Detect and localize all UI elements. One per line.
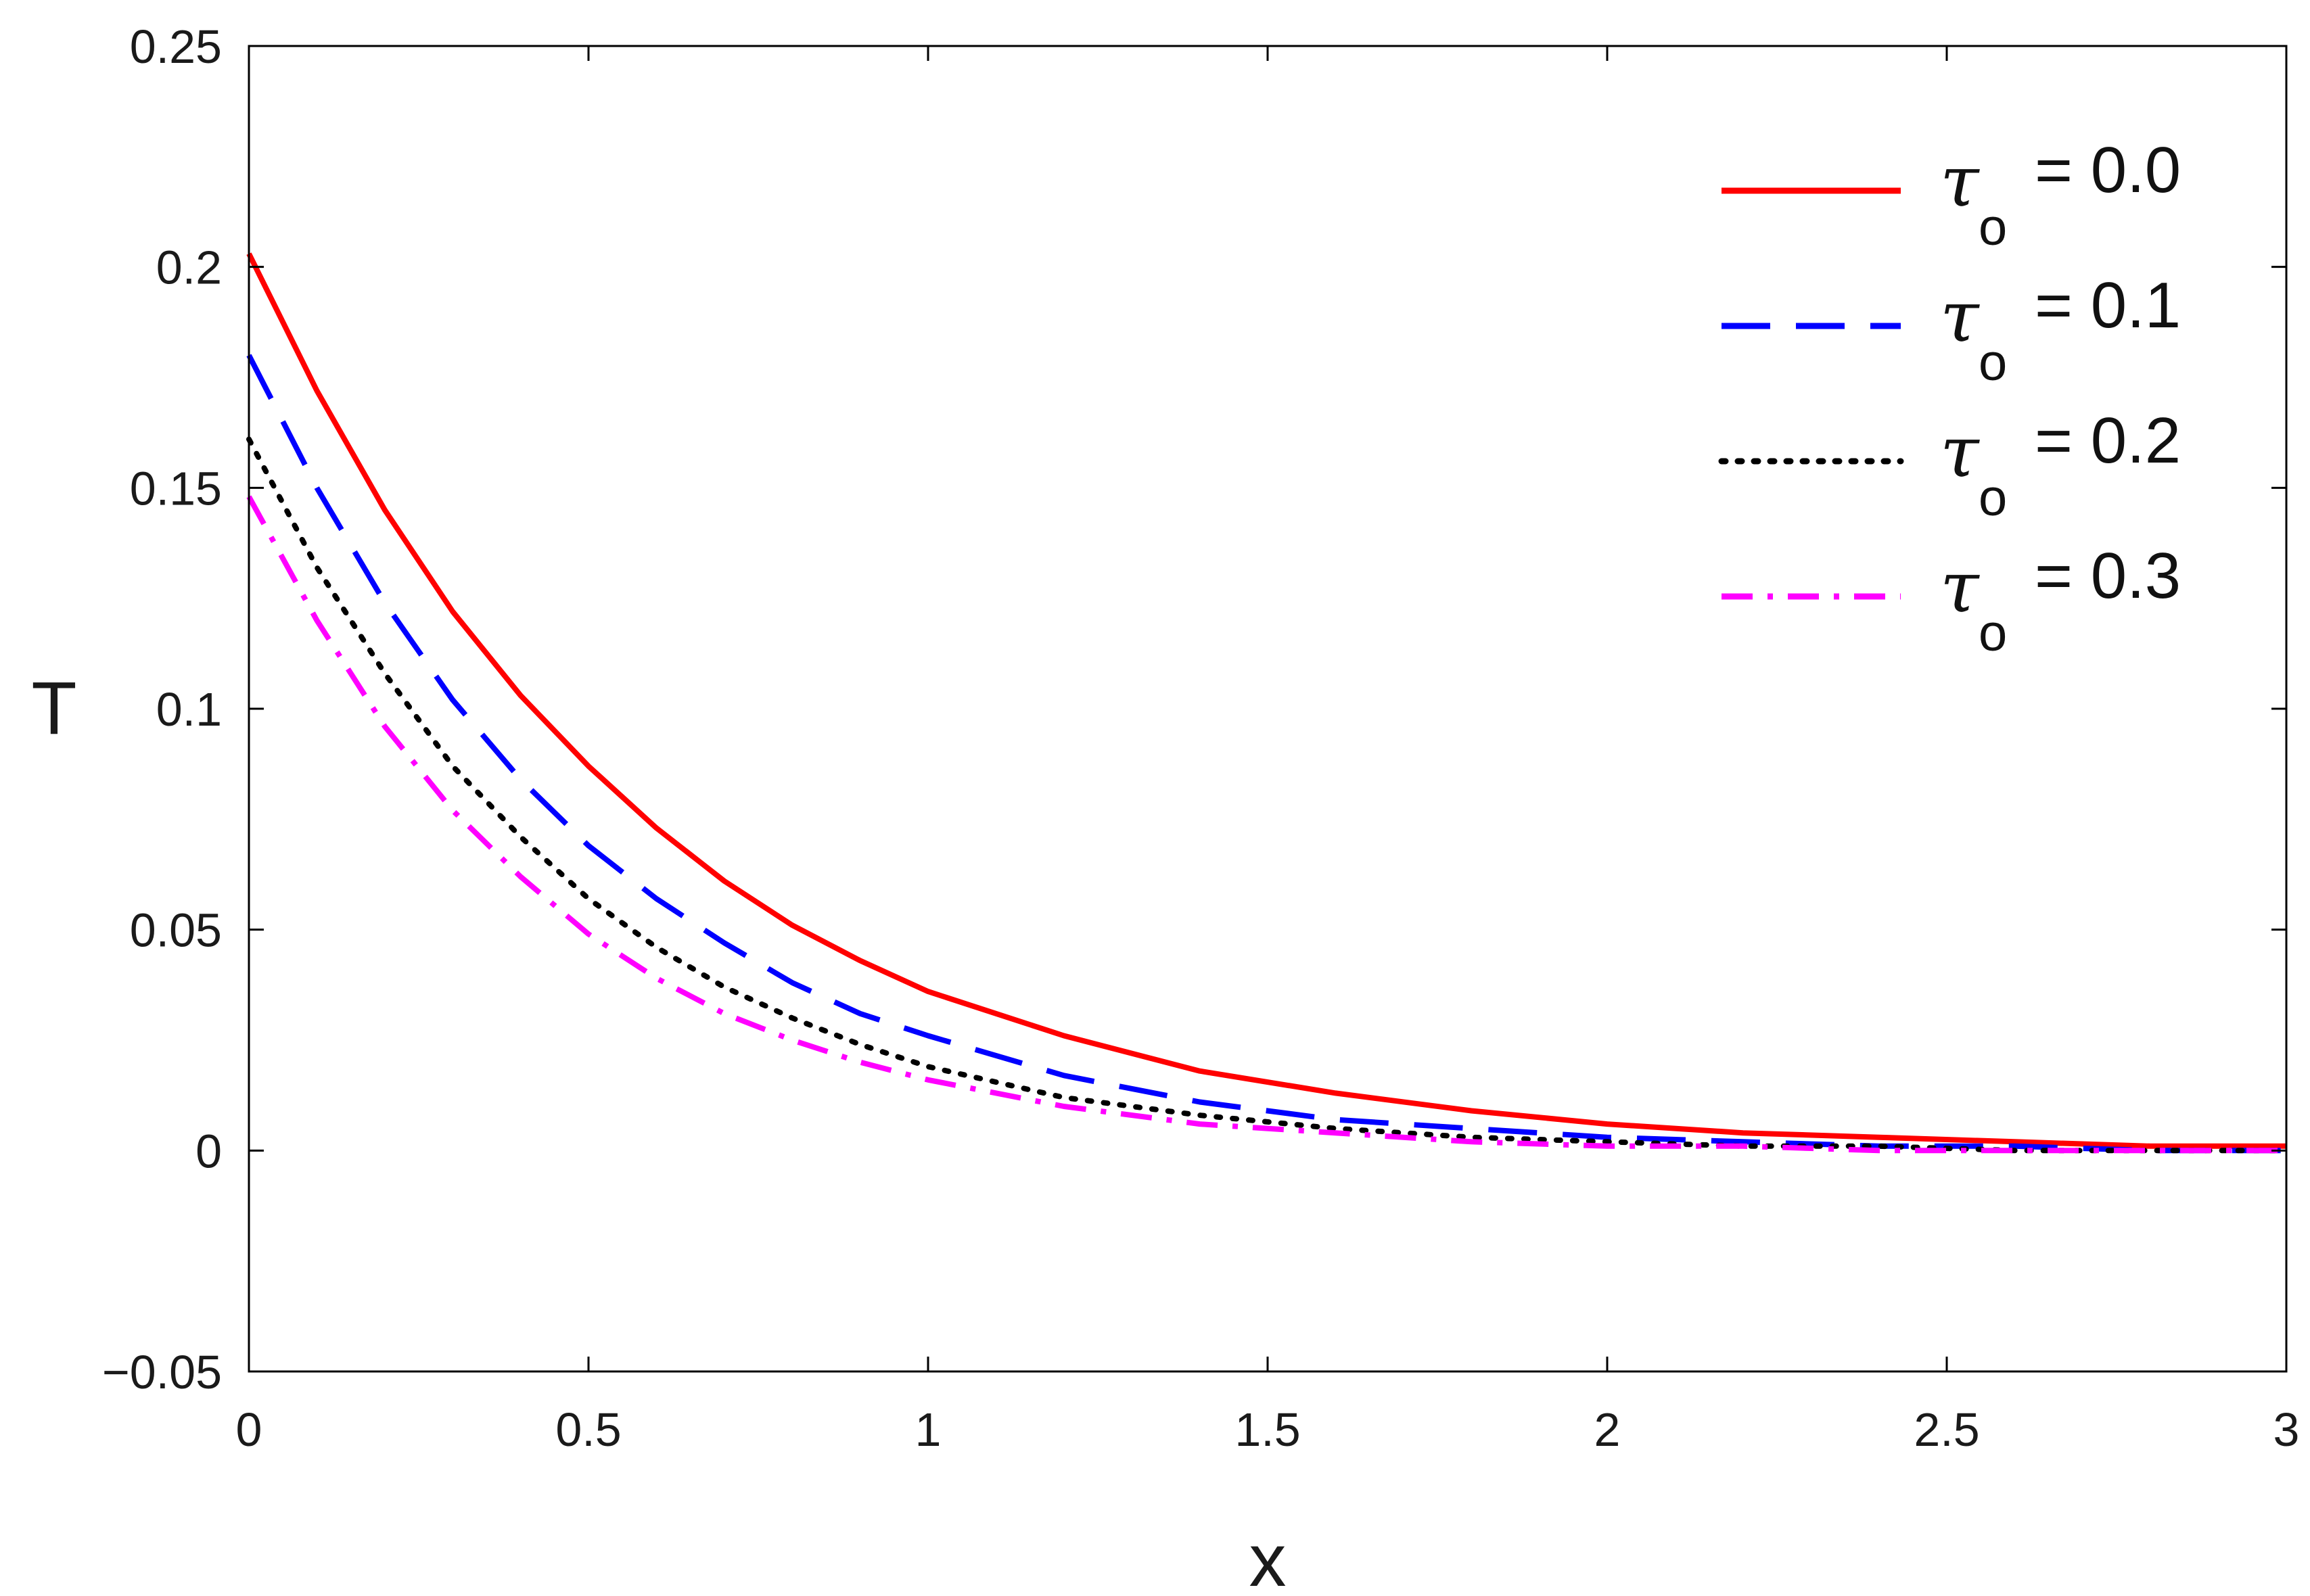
y-tick-label: 0	[195, 1125, 222, 1177]
legend-subscript: o	[1979, 469, 2007, 527]
legend-label-2: = 0.1	[2035, 269, 2181, 342]
y-tick-label: 0.2	[156, 241, 222, 294]
x-tick-label: 0.5	[555, 1403, 621, 1456]
series-line-4	[246, 495, 2286, 1154]
legend-label-1: = 0.0	[2035, 134, 2181, 206]
x-tick-label: 1	[915, 1403, 942, 1456]
y-tick-label: 0.25	[130, 20, 222, 73]
legend: τo= 0.0τo= 0.1τo= 0.2τo= 0.3	[1718, 134, 2181, 662]
series-line-1	[246, 252, 2286, 1149]
y-tick-label: 0.15	[130, 462, 222, 515]
legend-symbol: τ	[1940, 275, 1980, 358]
x-tick-label: 2.5	[1914, 1403, 1979, 1456]
legend-symbol: τ	[1940, 410, 1980, 493]
legend-subscript: o	[1979, 605, 2007, 662]
series-line-3	[246, 436, 2289, 1154]
y-tick-label: 0.05	[130, 904, 222, 957]
y-axis-label: T	[31, 667, 76, 750]
legend-label-4: = 0.3	[2035, 540, 2181, 612]
x-axis-label: x	[1249, 1519, 1287, 1596]
x-tick-label: 3	[2273, 1403, 2300, 1456]
legend-symbol: τ	[1940, 140, 1980, 222]
series-layer	[246, 252, 2289, 1154]
x-tick-label: 2	[1594, 1403, 1621, 1456]
x-tick-label: 0	[236, 1403, 262, 1456]
legend-subscript: o	[1979, 334, 2007, 392]
y-tick-label: −0.05	[102, 1346, 222, 1399]
ticks-layer: 0 0.5 1 1.5 2 2.5 3 −0.05 0 0.05 0.1 0.15 0.2 0.25	[102, 20, 2300, 1456]
x-tick-label: 1.5	[1234, 1403, 1300, 1456]
legend-label-3: = 0.2	[2035, 404, 2181, 477]
legend-subscript: o	[1979, 199, 2007, 256]
legend-symbol: τ	[1940, 546, 1980, 628]
y-tick-label: 0.1	[156, 683, 222, 736]
